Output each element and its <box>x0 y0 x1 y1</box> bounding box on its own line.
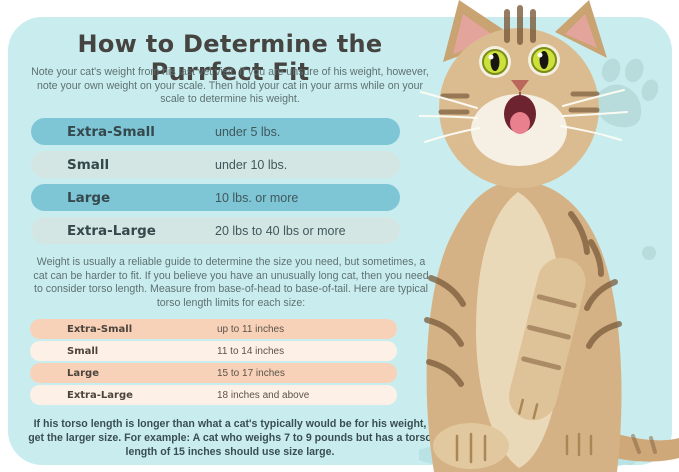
torso-value: up to 11 inches <box>217 323 285 335</box>
size-label: Extra-Large <box>67 389 133 401</box>
table-row: Large 10 lbs. or more <box>31 184 400 211</box>
cat-photo <box>419 0 679 472</box>
weight-value: under 10 lbs. <box>215 157 288 172</box>
torso-length-table: Extra-Small up to 11 inches Small 11 to … <box>30 319 397 407</box>
size-label: Large <box>67 367 99 379</box>
table-row: Extra-Small under 5 lbs. <box>31 118 400 145</box>
size-label: Large <box>67 189 111 206</box>
table-row: Small 11 to 14 inches <box>30 341 397 361</box>
weight-size-table: Extra-Small under 5 lbs. Small under 10 … <box>31 118 400 250</box>
intro-text: Note your cat's weight from his last vet… <box>31 66 429 106</box>
table-row: Extra-Large 18 inches and above <box>30 385 397 405</box>
torso-intro-text: Weight is usually a reliable guide to de… <box>33 256 429 309</box>
table-row: Large 15 to 17 inches <box>30 363 397 383</box>
weight-value: 10 lbs. or more <box>215 190 299 205</box>
page-title: How to Determine the Purrfect Fit <box>77 30 383 86</box>
weight-value: under 5 lbs. <box>215 124 281 139</box>
footer-note: If his torso length is longer than what … <box>28 418 432 459</box>
table-row: Small under 10 lbs. <box>31 151 400 178</box>
torso-value: 15 to 17 inches <box>217 367 285 379</box>
table-row: Extra-Large 20 lbs to 40 lbs or more <box>31 217 400 244</box>
size-label: Extra-Small <box>67 323 133 335</box>
torso-value: 18 inches and above <box>217 389 310 401</box>
size-label: Extra-Small <box>67 123 155 140</box>
weight-value: 20 lbs to 40 lbs or more <box>215 223 346 238</box>
size-label: Extra-Large <box>67 222 156 239</box>
size-label: Small <box>67 345 99 357</box>
size-label: Small <box>67 156 110 173</box>
torso-value: 11 to 14 inches <box>217 345 285 357</box>
table-row: Extra-Small up to 11 inches <box>30 319 397 339</box>
